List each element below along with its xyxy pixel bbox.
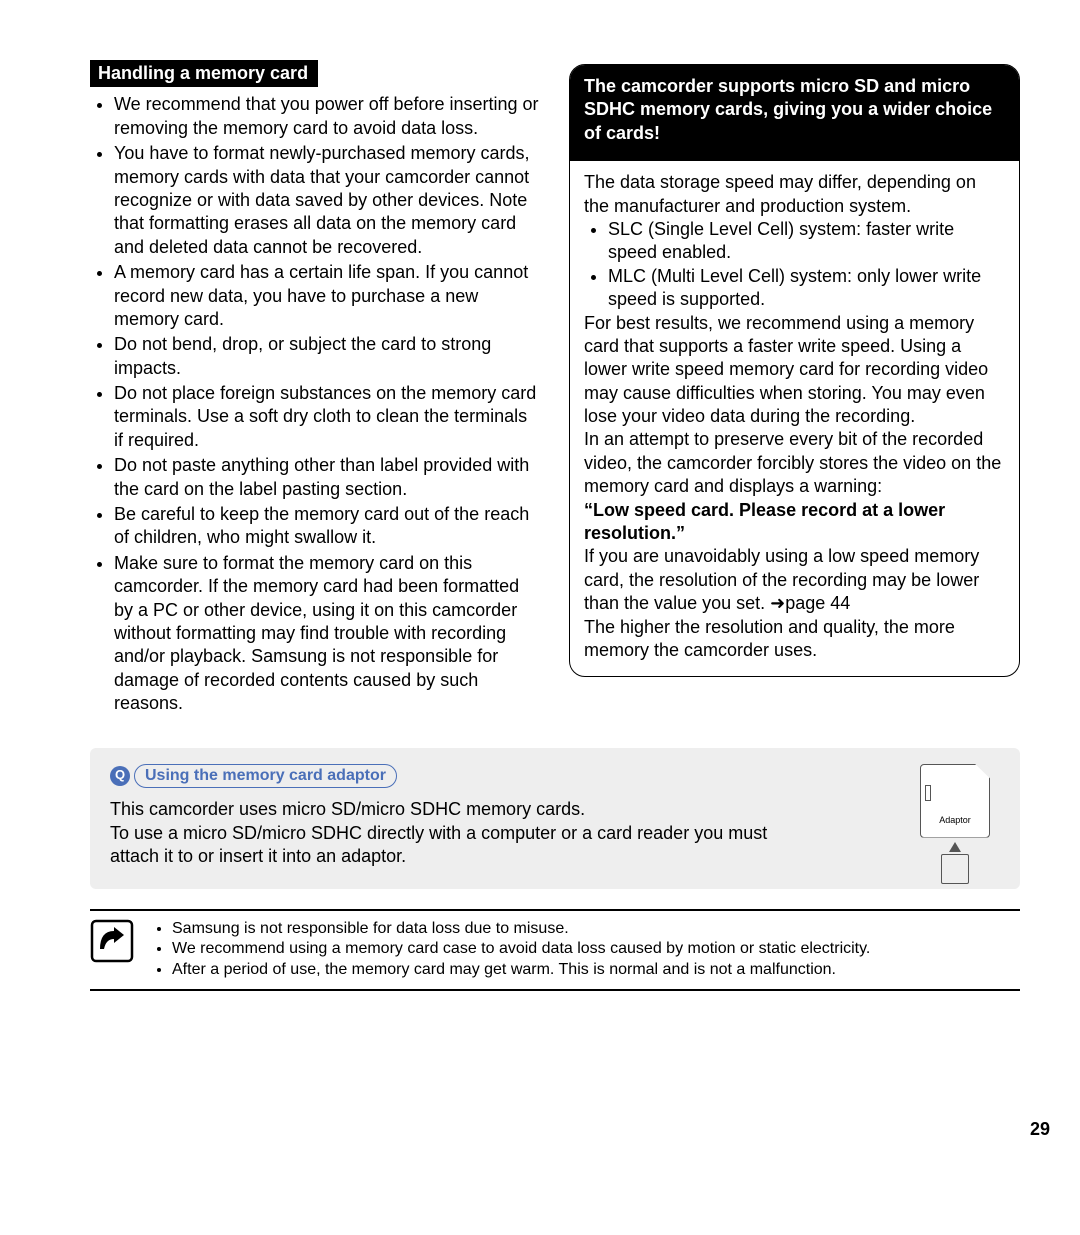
callout-header: The camcorder supports micro SD and micr… [570,65,1019,161]
footer-note-section: Samsung is not responsible for data loss… [90,909,1020,991]
bullet-item: Do not place foreign substances on the m… [114,382,541,452]
bullet-item: MLC (Multi Level Cell) system: only lowe… [608,265,1005,312]
note-item: We recommend using a memory card case to… [172,939,1020,960]
left-section-header: Handling a memory card [90,60,318,87]
callout-paragraph: For best results, we recommend using a m… [584,312,1005,429]
callout-paragraph: If you are unavoidably using a low speed… [584,545,1005,615]
tip-header: Q Using the memory card adaptor [110,764,1000,789]
bullet-item: Do not bend, drop, or subject the card t… [114,333,541,380]
bullet-item: Do not paste anything other than label p… [114,454,541,501]
callout-bullet-list: SLC (Single Level Cell) system: faster w… [588,218,1005,312]
page-reference: ➜page 44 [770,593,850,613]
callout-body: The data storage speed may differ, depen… [570,161,1019,676]
tip-body-text: This camcorder uses micro SD/micro SDHC … [110,798,790,868]
callout-box: The camcorder supports micro SD and micr… [569,64,1020,677]
bullet-item: Make sure to format the memory card on t… [114,552,541,716]
callout-paragraph: The data storage speed may differ, depen… [584,171,1005,218]
bullet-item: A memory card has a certain life span. I… [114,261,541,331]
two-column-layout: Handling a memory card We recommend that… [90,60,1020,718]
bullet-item: Be careful to keep the memory card out o… [114,503,541,550]
adaptor-illustration: Adaptor [910,764,1000,884]
arrow-up-icon [949,842,961,852]
manual-page: Handling a memory card We recommend that… [0,0,1080,1235]
left-column: Handling a memory card We recommend that… [90,60,541,718]
bullet-item: You have to format newly-purchased memor… [114,142,541,259]
note-icon [90,919,134,963]
left-bullet-list: We recommend that you power off before i… [94,93,541,715]
callout-paragraph: The higher the resolution and quality, t… [584,616,1005,663]
magnifier-icon: Q [110,766,130,786]
tip-title-pill: Using the memory card adaptor [134,764,397,789]
callout-paragraph: In an attempt to preserve every bit of t… [584,428,1005,498]
micro-sd-icon [941,854,969,884]
note-item: After a period of use, the memory card m… [172,960,1020,981]
page-number: 29 [1030,1118,1050,1141]
tip-section: Q Using the memory card adaptor This cam… [90,748,1020,889]
bullet-item: We recommend that you power off before i… [114,93,541,140]
adaptor-label: Adaptor [921,815,989,827]
bullet-item: SLC (Single Level Cell) system: faster w… [608,218,1005,265]
footer-note-list: Samsung is not responsible for data loss… [152,919,1020,981]
sd-adaptor-icon: Adaptor [920,764,990,838]
warning-quote: “Low speed card. Please record at a lowe… [584,499,1005,546]
right-column: The camcorder supports micro SD and micr… [569,60,1020,718]
note-item: Samsung is not responsible for data loss… [172,919,1020,940]
